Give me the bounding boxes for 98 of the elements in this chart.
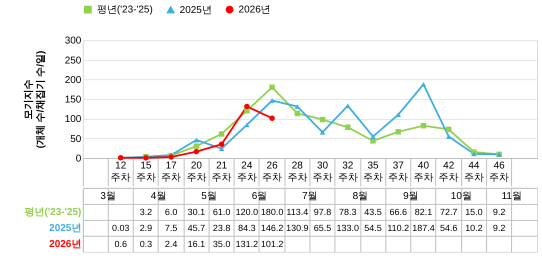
data-label: 54.5 [364, 222, 382, 233]
data-label: 10.2 [465, 222, 483, 233]
x-tick-label: 30주차 [312, 160, 333, 184]
y-tick-label: 100 [64, 114, 82, 126]
point [471, 152, 477, 156]
point [244, 104, 250, 110]
point [370, 134, 376, 139]
data-label: 43.5 [364, 206, 382, 217]
y-tick-label: 250 [64, 55, 82, 66]
text: 10월 [450, 190, 472, 202]
point [320, 130, 326, 135]
point [345, 124, 351, 130]
x-tick-label: 28주차 [287, 160, 308, 184]
point [269, 115, 275, 121]
x-tick-label: 35주차 [363, 160, 384, 184]
data-label: 30.1 [188, 206, 206, 217]
text: 평년('23-'25) [24, 206, 82, 218]
data-label: 2.9 [140, 222, 152, 233]
point [396, 129, 401, 135]
data-label: 82.1 [414, 206, 432, 217]
data-label: 2.4 [164, 238, 178, 249]
x-tick-label: 46주차 [489, 160, 510, 184]
data-label: 6.0 [164, 206, 178, 217]
data-label: 84.3 [238, 222, 256, 233]
point [218, 131, 224, 137]
x-tick-label: 26주차 [262, 160, 282, 184]
data-label: 120.0 [236, 206, 258, 217]
data-label: 146.2 [260, 222, 284, 233]
data-label: 113.4 [286, 206, 308, 217]
data-label: 0.6 [114, 238, 127, 249]
data-label: 9.2 [492, 206, 506, 217]
data-label: 16.1 [188, 238, 206, 249]
x-tick-label: 42주차 [438, 160, 459, 184]
data-label: 72.7 [440, 206, 458, 217]
text: 2026년 [49, 238, 82, 250]
y-tick-label: 200 [64, 74, 82, 86]
text: 6월 [252, 190, 268, 202]
point [194, 138, 200, 142]
data-label: 45.7 [188, 222, 206, 233]
y-tick-label: 300 [64, 36, 82, 47]
data-label: 180.0 [260, 206, 284, 217]
x-tick-label: 32주차 [338, 160, 358, 184]
x-tick-label: 20주차 [186, 160, 206, 184]
data-label: 0.3 [140, 238, 152, 249]
y-tick-label: 0 [76, 153, 82, 164]
text: 3월 [100, 190, 116, 202]
data-label: 3.2 [140, 206, 152, 217]
point [446, 134, 452, 139]
data-label: 101.2 [260, 238, 284, 249]
point [269, 84, 275, 90]
x-tick-label: 37주차 [388, 160, 408, 184]
x-tick-label: 15주차 [136, 160, 156, 184]
data-label: 7.5 [164, 222, 178, 233]
x-tick-label: 24주차 [236, 160, 257, 184]
legend-label: 2026년 [238, 4, 271, 16]
point [420, 82, 426, 87]
data-label: 133.0 [336, 222, 360, 233]
data-label: 0.03 [112, 222, 130, 233]
data-label: 187.4 [412, 222, 435, 233]
x-tick-label: 44주차 [464, 160, 484, 184]
data-label: 54.6 [440, 222, 458, 233]
text: 9월 [403, 190, 419, 202]
point [320, 116, 326, 122]
data-label: 131.2 [236, 238, 258, 249]
legend-label: 평년('23-'25) [96, 4, 153, 16]
text: 5월 [201, 190, 217, 202]
data-label: 15.0 [465, 206, 483, 217]
text: 11월 [502, 190, 522, 202]
text: 8월 [352, 190, 368, 202]
y-tick-label: 50 [70, 134, 82, 145]
x-tick-label: 17주차 [161, 160, 182, 184]
text: 4월 [150, 190, 166, 202]
point [446, 126, 452, 132]
x-tick-label: 40주차 [413, 160, 434, 184]
text: 7월 [302, 190, 318, 202]
data-label: 9.2 [492, 222, 506, 233]
data-label: 65.5 [314, 222, 332, 233]
x-tick-label: 12주차 [110, 160, 131, 184]
point [420, 122, 426, 128]
data-label: 23.8 [212, 222, 230, 233]
data-label: 66.6 [390, 206, 407, 217]
data-label: 61.0 [212, 206, 230, 217]
y-axis-title: 모기지수 (개체 수/채집기 수/일) [23, 50, 46, 148]
text: 2025년 [49, 222, 82, 234]
point [218, 146, 224, 151]
data-label: 35.0 [212, 238, 230, 249]
legend-label: 2025년 [180, 4, 212, 16]
data-label: 97.8 [314, 206, 332, 217]
point [218, 141, 224, 147]
x-tick-label: 21주차 [212, 160, 232, 184]
data-label: 78.3 [339, 206, 357, 217]
point [194, 148, 200, 154]
data-label: 130.9 [286, 222, 309, 233]
point [194, 143, 200, 149]
data-label: 110.2 [387, 222, 410, 233]
point [294, 110, 300, 116]
y-tick-label: 150 [64, 94, 82, 106]
point [345, 103, 351, 108]
